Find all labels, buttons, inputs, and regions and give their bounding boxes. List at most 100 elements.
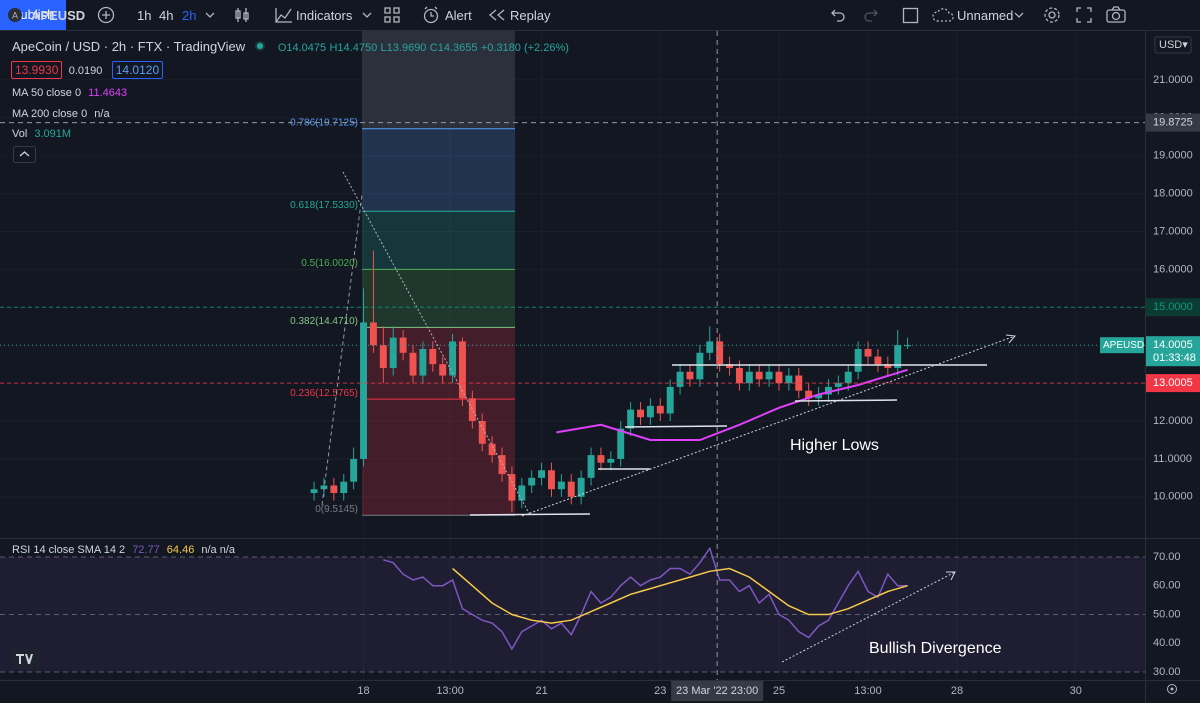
drawings [321,171,1016,663]
candle-body [755,371,763,380]
sell-price[interactable]: 13.9930 [11,61,63,79]
interval[interactable]: 4h [159,8,174,23]
x-tick-label: 25 [773,685,785,697]
symbol-box [1100,337,1144,354]
alert-icon[interactable] [422,6,440,24]
tv-logo [12,649,40,669]
legend-ohlc: H14.4750 [329,42,378,54]
interval[interactable]: 2h [182,8,197,23]
candle-body [587,455,595,478]
replay-icon[interactable] [488,8,506,22]
publish-button[interactable]: Publish [0,0,66,30]
candle-body [607,458,615,463]
candle-body [745,371,753,384]
candle-body [429,349,437,365]
ma50-value: 11.4643 [88,87,128,99]
volume-label: Vol [12,128,28,140]
support-line [469,513,591,516]
support-line [624,425,728,428]
rsi-title: RSI 14 close SMA 14 2 [12,544,126,556]
ma50-label: MA 50 close 0 [12,87,82,99]
candle-body [884,364,892,368]
layout-button[interactable] [384,7,400,23]
rsi-legend: RSI 14 close SMA 14 2 72.77 64.46 n/a n/… [12,544,235,556]
y-tick-label: 11.0000 [1153,453,1192,465]
price-mark-label: 13.0005 [1153,377,1193,389]
volume-value: 3.091M [34,128,72,140]
currency-box[interactable] [1154,36,1192,54]
y-tick-label: 16.0000 [1153,263,1193,275]
x-tick-label: 13:00 [436,685,464,697]
countdown: 01:33:48 [1153,352,1196,364]
arrow-head [946,571,956,581]
candle-body [379,345,387,368]
replay-button[interactable]: Replay [510,8,551,23]
crosshair-time: 23 Mar '22 23:00 [676,685,758,697]
redo-button[interactable] [863,7,879,23]
bid-ask: 13.9930 0.0190 14.0120 [11,61,166,79]
rsi-tick-label: 40.00 [1153,637,1181,649]
rsi-value: 72.77 [132,544,160,556]
candle-body [696,352,704,380]
chart-type-button[interactable] [233,6,251,24]
indicators-icon[interactable] [275,6,293,24]
candle-body [310,489,318,494]
support-line [794,399,898,402]
candle-body [458,341,466,399]
layout-menu[interactable] [1014,10,1024,20]
candle-body [785,375,793,384]
legend-ohlc: O14.0475 [277,42,327,54]
price-mark-label-box [1146,298,1200,317]
candle-body [409,352,417,376]
indicators-button[interactable]: Indicators [296,8,353,23]
arrow-head [1005,334,1016,344]
settings-button[interactable] [1043,6,1061,24]
y-tick-label: 17.0000 [1153,225,1193,237]
interval[interactable]: 1h [137,8,152,23]
candle-body [805,390,813,399]
rsi-tick-label: 60.00 [1153,580,1181,592]
symbol[interactable]: APEUSD [31,8,86,23]
interval-menu[interactable] [205,10,215,20]
fullscreen-button[interactable] [1076,7,1092,23]
candle-body [577,477,585,497]
candle-body [528,477,536,486]
legend-ohlc: C14.3655 [429,42,478,54]
candle-body [834,383,842,387]
fib-label: 0.618(17.5330) [290,200,358,211]
layout-name[interactable]: Unnamed [957,8,1014,23]
ma200-legend: MA 200 close 0 n/a [12,108,110,120]
chart-background [0,31,1200,703]
snapshot-button[interactable] [1106,6,1126,24]
candle-body [399,337,407,353]
trend-line [521,335,1016,517]
indicators-menu[interactable] [362,10,372,20]
currency: USD▾ [1159,39,1188,51]
legend-title-row: ApeCoin / USD · 2h · FTX · TradingView O… [12,39,569,54]
layout-square[interactable] [902,7,919,24]
svg-text:A: A [12,10,18,20]
rsi-na: n/a [219,544,236,556]
candle-body [508,474,516,501]
fib-trend-line [321,194,363,506]
x-tick-label: 18 [357,685,369,697]
collapse-legend-button[interactable] [13,146,36,163]
trend-line [342,171,531,516]
settings-icon[interactable] [1167,684,1177,694]
cloud-icon[interactable] [932,7,954,23]
buy-price[interactable]: 14.0120 [111,61,164,79]
annotation: Higher Lows [790,437,879,454]
alert-button[interactable]: Alert [445,8,472,23]
candle-body [340,481,348,494]
candle-body [686,371,694,380]
candle-body [726,364,733,368]
candle-body [815,394,823,399]
ma200-value: n/a [94,108,110,120]
compare-button[interactable] [97,6,115,24]
fib-label: 0(9.5145) [315,504,358,515]
candle-body [567,481,575,497]
undo-button[interactable] [830,7,846,23]
candle-body [350,458,358,482]
y-tick-label: 21.0000 [1153,74,1193,86]
